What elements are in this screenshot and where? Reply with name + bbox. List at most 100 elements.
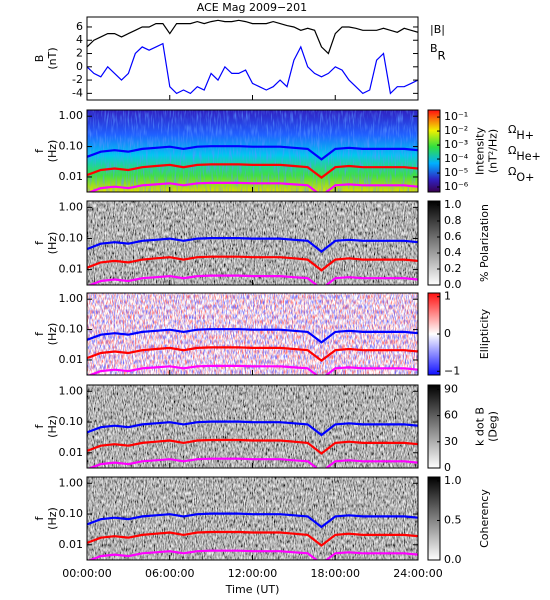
y-axis-label: (Hz) (46, 507, 59, 530)
colorbar (427, 109, 441, 193)
y-tick-label: 1.00 (59, 476, 84, 489)
data-line (87, 19, 418, 55)
plot-area (87, 293, 418, 375)
legend-entry-sub: He+ (516, 150, 540, 163)
legend-entry-sub: H+ (516, 129, 534, 142)
colorbar (427, 476, 441, 561)
x-tick-label: 00:00:00 (62, 567, 111, 580)
colorbar-tick-label: 1.0 (444, 474, 462, 487)
legend-entry: |B| (430, 23, 445, 36)
legend-entry-sub: R (438, 48, 446, 62)
x-tick-label: 12:00:00 (228, 567, 277, 580)
colorbar-label: Intensity (474, 127, 487, 175)
legend-entry: ΩO+ (508, 165, 534, 184)
colorbar-tick-label: 30 (444, 435, 458, 448)
x-axis-label: Time (UT) (225, 583, 280, 596)
cyclotron-line (87, 420, 418, 437)
colorbar-label: (nT²/Hz) (487, 129, 500, 173)
legend-entry-main: |B| (430, 23, 445, 36)
colorbar-tick-label: 10⁻⁴ (444, 152, 469, 165)
y-tick-label: -4 (72, 86, 83, 99)
cyclotron-line (87, 438, 418, 455)
colorbar-tick-label: 0 (444, 461, 451, 474)
legend-entry-main: Ω (508, 165, 516, 178)
colorbar-tick-label: 0.6 (444, 230, 462, 243)
plot-area (87, 201, 418, 285)
spectrogram-texture (87, 110, 418, 192)
y-axis-label: f (33, 515, 46, 520)
cyclotron-line (87, 512, 418, 529)
colorbar-label: (Deg) (487, 411, 500, 442)
y-axis-label: f (33, 148, 46, 153)
cyclotron-line (87, 364, 418, 375)
chart-title: ACE Mag 2009−201 (197, 1, 307, 14)
legend-entry-sub: O+ (516, 171, 534, 184)
cyclotron-line (87, 181, 418, 192)
colorbar-tick-label: 0.5 (444, 513, 462, 526)
colorbar-tick-label: 0 (444, 327, 451, 340)
legend-entry: ΩHe+ (508, 144, 541, 163)
spectrogram-texture (87, 293, 418, 375)
colorbar-tick-label: 0.0 (444, 553, 462, 566)
y-tick-label: 2 (76, 47, 83, 60)
plot-area (87, 477, 418, 560)
cyclotron-line (87, 328, 418, 344)
spectrogram-image (87, 201, 418, 285)
y-tick-label: 0.01 (59, 446, 84, 459)
spectrogram-image (87, 385, 418, 468)
colorbar-tick-label: 10⁻⁵ (444, 166, 468, 179)
colorbar (427, 200, 441, 286)
y-tick-label: 1.00 (59, 109, 84, 122)
colorbar-tick-label: 0.8 (444, 214, 462, 227)
legend-entry-main: B (430, 42, 438, 55)
y-tick-label: 1.00 (59, 384, 84, 397)
colorbar-label: Coherency (478, 489, 491, 548)
colorbar-tick-label: 60 (444, 409, 458, 422)
cyclotron-line (87, 530, 418, 547)
y-tick-label: 0.10 (59, 507, 84, 520)
legend-entry: ΩH+ (508, 123, 534, 142)
y-axis-label: B (33, 55, 46, 63)
colorbar-tick-label: 0.0 (444, 278, 462, 291)
colorbar-tick-label: 10⁻¹ (444, 110, 468, 123)
colorbar (427, 384, 441, 469)
colorbar-label: % Polarization (478, 204, 491, 282)
cyclotron-line (87, 549, 418, 560)
colorbar-tick-label: −1 (444, 364, 460, 377)
y-tick-label: 0 (76, 60, 83, 73)
cyclotron-line (87, 237, 418, 253)
y-tick-label: 6 (76, 20, 83, 33)
y-axis-label: (nT) (46, 47, 59, 69)
legend-entry-main: Ω (508, 144, 516, 157)
plot-area (87, 110, 418, 192)
colorbar-label: k dot B (474, 407, 487, 446)
y-tick-label: 0.01 (59, 353, 84, 366)
colorbar-tick-label: 1.0 (444, 198, 462, 211)
y-tick-label: 1.00 (59, 200, 84, 213)
cyclotron-line (87, 457, 418, 468)
cyclotron-line (87, 145, 418, 161)
y-tick-label: 0.01 (59, 538, 84, 551)
y-tick-label: 4 (76, 33, 83, 46)
plot-area (87, 385, 418, 468)
colorbar-tick-label: 0.2 (444, 262, 462, 275)
legend-entry-main: Ω (508, 123, 516, 136)
cyclotron-line (87, 255, 418, 272)
y-tick-label: 0.10 (59, 323, 84, 336)
y-tick-label: 0.01 (59, 170, 84, 183)
y-axis-label: (Hz) (46, 415, 59, 438)
colorbar-tick-label: 0.4 (444, 246, 462, 259)
y-tick-label: 0.10 (59, 415, 84, 428)
x-tick-label: 18:00:00 (311, 567, 360, 580)
colorbar-tick-label: 1 (444, 290, 451, 303)
colorbar-label: Ellipticity (478, 308, 491, 359)
y-axis-label: f (33, 240, 46, 245)
cyclotron-line (87, 163, 418, 179)
colorbar-tick-label: 10⁻⁶ (444, 180, 469, 193)
legend-entry: BR (430, 42, 446, 62)
spectrogram-image (87, 477, 418, 560)
y-tick-label: 0.10 (59, 140, 84, 153)
y-axis-label: f (33, 423, 46, 428)
y-axis-label: f (33, 331, 46, 336)
